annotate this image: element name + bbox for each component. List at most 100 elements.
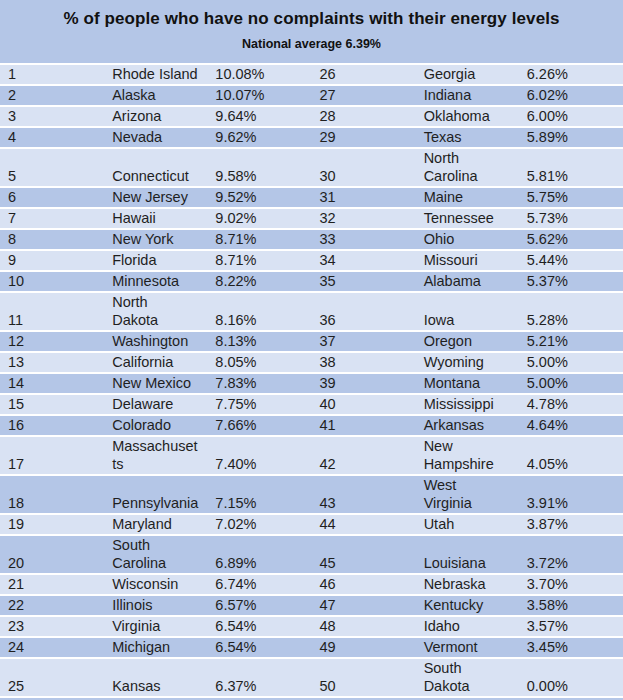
- value-cell: 6.02%: [520, 86, 623, 105]
- rank-cell: 4: [0, 128, 104, 147]
- value-cell: 8.71%: [208, 251, 311, 270]
- table-row: 10Minnesota8.22%35Alabama5.37%: [0, 272, 623, 291]
- state-cell: Maine: [416, 188, 520, 207]
- rank-cell: 28: [311, 107, 415, 126]
- table-row: 8New York8.71%33Ohio5.62%: [0, 230, 623, 249]
- state-cell: California: [104, 353, 208, 372]
- state-cell: Ohio: [416, 230, 520, 249]
- state-cell: Oklahoma: [416, 107, 520, 126]
- table-row: 2Alaska10.07%27Indiana6.02%: [0, 86, 623, 105]
- table-row: 14New Mexico7.83%39Montana5.00%: [0, 374, 623, 393]
- state-cell: Alaska: [104, 86, 208, 105]
- value-cell: 5.21%: [520, 332, 623, 351]
- rank-cell: 14: [0, 374, 104, 393]
- value-cell: 5.73%: [520, 209, 623, 228]
- value-cell: 6.57%: [208, 596, 311, 615]
- rank-cell: 26: [311, 65, 415, 84]
- page-title: % of people who have no complaints with …: [0, 0, 623, 29]
- value-cell: 9.58%: [208, 149, 311, 186]
- rank-cell: 24: [0, 638, 104, 657]
- value-cell: 10.07%: [208, 86, 311, 105]
- state-cell: Wyoming: [416, 353, 520, 372]
- state-cell: Florida: [104, 251, 208, 270]
- value-cell: 5.75%: [520, 188, 623, 207]
- energy-ranking-sheet: % of people who have no complaints with …: [0, 0, 623, 700]
- table-row: 5Connecticut9.58%30North Carolina5.81%: [0, 149, 623, 186]
- state-cell: Colorado: [104, 416, 208, 435]
- state-cell: Connecticut: [104, 149, 208, 186]
- rank-cell: 8: [0, 230, 104, 249]
- rank-cell: 5: [0, 149, 104, 186]
- state-cell: Arkansas: [416, 416, 520, 435]
- value-cell: 9.64%: [208, 107, 311, 126]
- table-row: 24Michigan6.54%49Vermont3.45%: [0, 638, 623, 657]
- value-cell: 7.83%: [208, 374, 311, 393]
- state-cell: South Carolina: [104, 536, 208, 573]
- state-cell: Illinois: [104, 596, 208, 615]
- table-row: 21Wisconsin6.74%46Nebraska3.70%: [0, 575, 623, 594]
- state-cell: Nevada: [104, 128, 208, 147]
- state-cell: Pennsylvania: [104, 476, 208, 513]
- rank-cell: 20: [0, 536, 104, 573]
- rank-cell: 48: [311, 617, 415, 636]
- rank-cell: 34: [311, 251, 415, 270]
- rank-cell: 43: [311, 476, 415, 513]
- state-cell: Montana: [416, 374, 520, 393]
- state-cell: Hawaii: [104, 209, 208, 228]
- rank-cell: 11: [0, 293, 104, 330]
- rank-cell: 9: [0, 251, 104, 270]
- rank-cell: 1: [0, 65, 104, 84]
- value-cell: 3.58%: [520, 596, 623, 615]
- value-cell: 8.16%: [208, 293, 311, 330]
- rank-cell: 46: [311, 575, 415, 594]
- value-cell: 6.74%: [208, 575, 311, 594]
- value-cell: 6.54%: [208, 638, 311, 657]
- value-cell: 6.26%: [520, 65, 623, 84]
- rank-cell: 38: [311, 353, 415, 372]
- value-cell: 8.13%: [208, 332, 311, 351]
- value-cell: 7.15%: [208, 476, 311, 513]
- rank-cell: 41: [311, 416, 415, 435]
- state-ranking-table: 1Rhode Island10.08%26Georgia6.26%2Alaska…: [0, 63, 623, 698]
- value-cell: 5.28%: [520, 293, 623, 330]
- value-cell: 8.05%: [208, 353, 311, 372]
- rank-cell: 29: [311, 128, 415, 147]
- rank-cell: 50: [311, 659, 415, 696]
- rank-cell: 16: [0, 416, 104, 435]
- rank-cell: 19: [0, 515, 104, 534]
- value-cell: 9.62%: [208, 128, 311, 147]
- table-row: 18Pennsylvania7.15%43West Virginia3.91%: [0, 476, 623, 513]
- state-cell: New Hampshire: [416, 437, 520, 474]
- value-cell: 4.64%: [520, 416, 623, 435]
- table-row: 23Virginia6.54%48Idaho3.57%: [0, 617, 623, 636]
- value-cell: 5.00%: [520, 374, 623, 393]
- state-cell: New Jersey: [104, 188, 208, 207]
- state-cell: Missouri: [416, 251, 520, 270]
- table-row: 22Illinois6.57%47Kentucky3.58%: [0, 596, 623, 615]
- value-cell: 5.00%: [520, 353, 623, 372]
- value-cell: 5.89%: [520, 128, 623, 147]
- rank-cell: 42: [311, 437, 415, 474]
- state-cell: Oregon: [416, 332, 520, 351]
- table-row: 25Kansas6.37%50South Dakota0.00%: [0, 659, 623, 696]
- rank-cell: 35: [311, 272, 415, 291]
- value-cell: 9.52%: [208, 188, 311, 207]
- value-cell: 6.89%: [208, 536, 311, 573]
- table-row: 16Colorado7.66%41Arkansas4.64%: [0, 416, 623, 435]
- state-cell: Massachuset ts: [104, 437, 208, 474]
- value-cell: 7.02%: [208, 515, 311, 534]
- table-row: 7Hawaii9.02%32Tennessee5.73%: [0, 209, 623, 228]
- value-cell: 6.37%: [208, 659, 311, 696]
- national-average-subtitle: National average 6.39%: [0, 37, 623, 51]
- rank-cell: 33: [311, 230, 415, 249]
- state-cell: New York: [104, 230, 208, 249]
- value-cell: 3.91%: [520, 476, 623, 513]
- rank-cell: 23: [0, 617, 104, 636]
- rank-cell: 31: [311, 188, 415, 207]
- rank-cell: 18: [0, 476, 104, 513]
- table-row: 11North Dakota8.16%36Iowa5.28%: [0, 293, 623, 330]
- table-row: 6New Jersey9.52%31Maine5.75%: [0, 188, 623, 207]
- state-cell: South Dakota: [416, 659, 520, 696]
- value-cell: 8.71%: [208, 230, 311, 249]
- state-cell: Mississippi: [416, 395, 520, 414]
